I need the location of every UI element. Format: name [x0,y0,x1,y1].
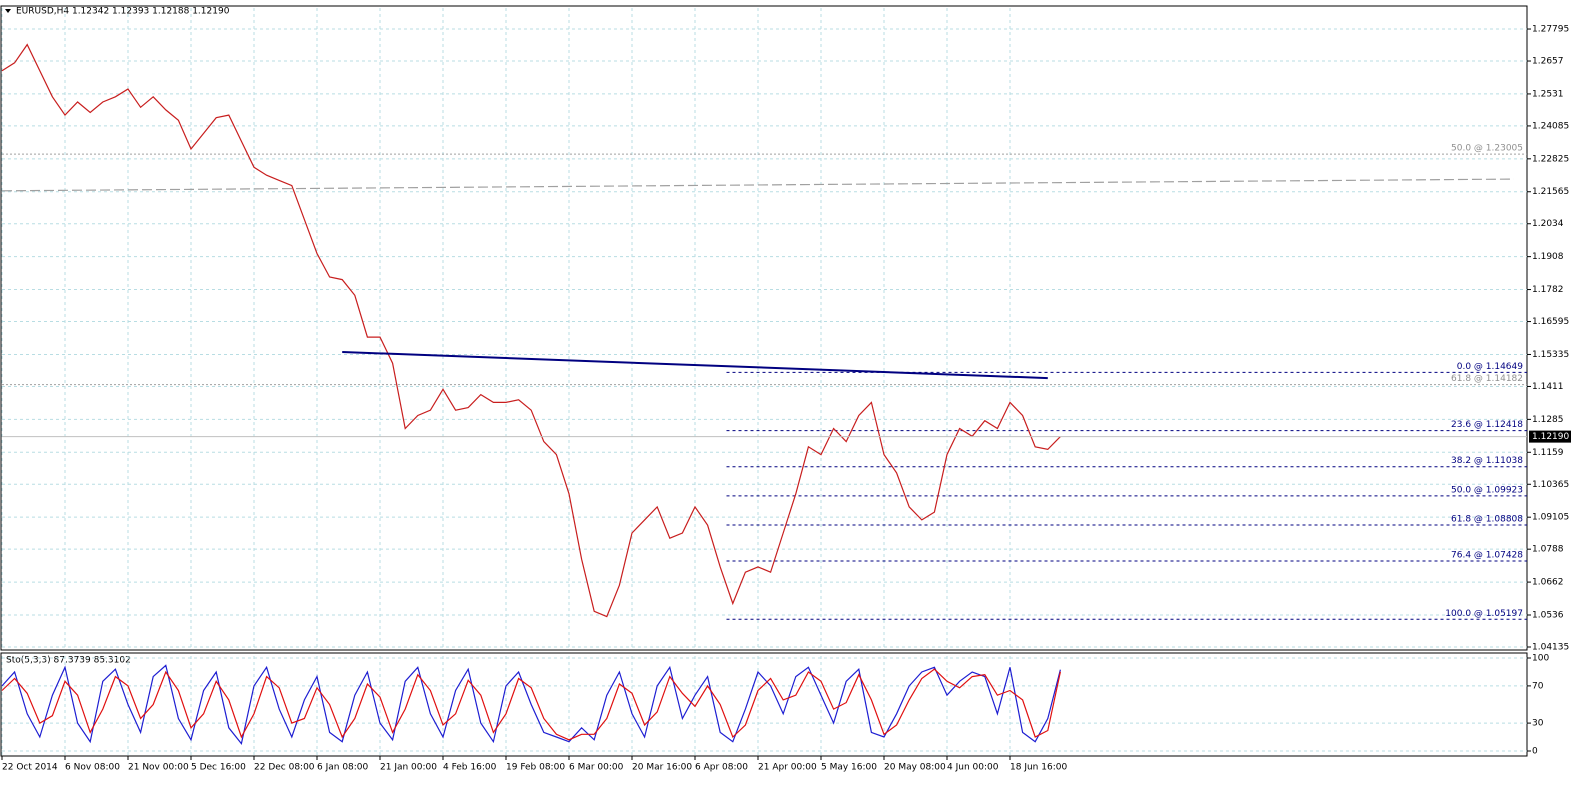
x-tick-label: 22 Dec 08:00 [254,763,315,773]
y-tick-label: 1.2034 [1532,219,1564,229]
current-price-box [1529,430,1571,443]
y-tick-label: 1.27795 [1532,25,1569,35]
y-tick-label: 30 [1532,719,1544,729]
fib-label-gray: 50.0 @ 1.23005 [1451,144,1523,154]
main-panel [0,5,1528,651]
x-tick-label: 4 Jun 00:00 [947,763,999,773]
x-tick-label: 21 Apr 00:00 [758,763,817,773]
y-tick-label: 100 [1532,654,1549,664]
y-tick-label: 1.15335 [1532,350,1569,360]
y-tick-label: 1.10365 [1532,480,1569,490]
fib-label: 50.0 @ 1.09923 [1451,485,1523,495]
current-price-label: 1.12190 [1532,432,1569,442]
stoch-panel [0,652,1528,757]
stoch-title: Sto(5,3,3) 87.3739 85.3102 [6,656,131,666]
y-tick-label: 70 [1532,681,1544,691]
x-tick-label: 21 Jan 00:00 [380,763,437,773]
x-tick-label: 21 Nov 00:00 [128,763,189,773]
x-tick-label: 19 Feb 08:00 [506,763,565,773]
y-tick-label: 1.0788 [1532,545,1564,555]
y-tick-label: 1.04135 [1532,642,1569,652]
y-tick-label: 1.21565 [1532,187,1569,197]
y-tick-label: 1.09105 [1532,513,1569,523]
y-tick-label: 1.24085 [1532,121,1569,131]
fib-label: 38.2 @ 1.11038 [1451,456,1523,466]
fib-label: 61.8 @ 1.08808 [1451,514,1523,524]
x-tick-label: 5 May 16:00 [821,763,877,773]
y-tick-label: 1.22825 [1532,154,1569,164]
y-tick-label: 1.16595 [1532,317,1569,327]
y-tick-label: 1.1411 [1532,382,1564,392]
y-tick-label: 1.1782 [1532,285,1564,295]
x-tick-label: 22 Oct 2014 [2,763,58,773]
fib-label: 100.0 @ 1.05197 [1445,609,1523,619]
x-tick-label: 20 Mar 16:00 [632,763,692,773]
y-tick-label: 1.1908 [1532,252,1564,262]
y-tick-label: 1.1285 [1532,415,1564,425]
trendline [342,350,1048,380]
fib-label: 0.0 @ 1.14649 [1457,362,1524,372]
price-line [1,43,1061,618]
fib-label: 23.6 @ 1.12418 [1451,420,1523,430]
menu-marker [5,9,11,13]
x-tick-label: 5 Dec 16:00 [191,763,246,773]
fib-label: 76.4 @ 1.07428 [1451,550,1523,560]
stoch-line [1,664,1061,745]
x-tick-label: 6 Nov 08:00 [65,763,120,773]
y-tick-label: 1.0536 [1532,611,1564,621]
y-tick-label: 1.2657 [1532,57,1564,67]
stoch-line [1,668,1061,741]
chart-title: EURUSD,H4 1.12342 1.12393 1.12188 1.1219… [16,7,230,17]
y-tick-label: 0 [1532,747,1538,757]
x-tick-label: 6 Mar 00:00 [569,763,624,773]
x-tick-label: 6 Apr 08:00 [695,763,748,773]
x-tick-label: 6 Jan 08:00 [317,763,369,773]
x-tick-label: 4 Feb 16:00 [443,763,497,773]
y-tick-label: 1.0662 [1532,578,1564,588]
y-tick-label: 1.2531 [1532,89,1564,99]
x-tick-label: 18 Jun 16:00 [1010,763,1067,773]
y-tick-label: 1.1159 [1532,448,1564,458]
fib-label-gray: 61.8 @ 1.14182 [1451,374,1523,384]
long-ma [1,178,1515,192]
x-tick-label: 20 May 08:00 [884,763,946,773]
